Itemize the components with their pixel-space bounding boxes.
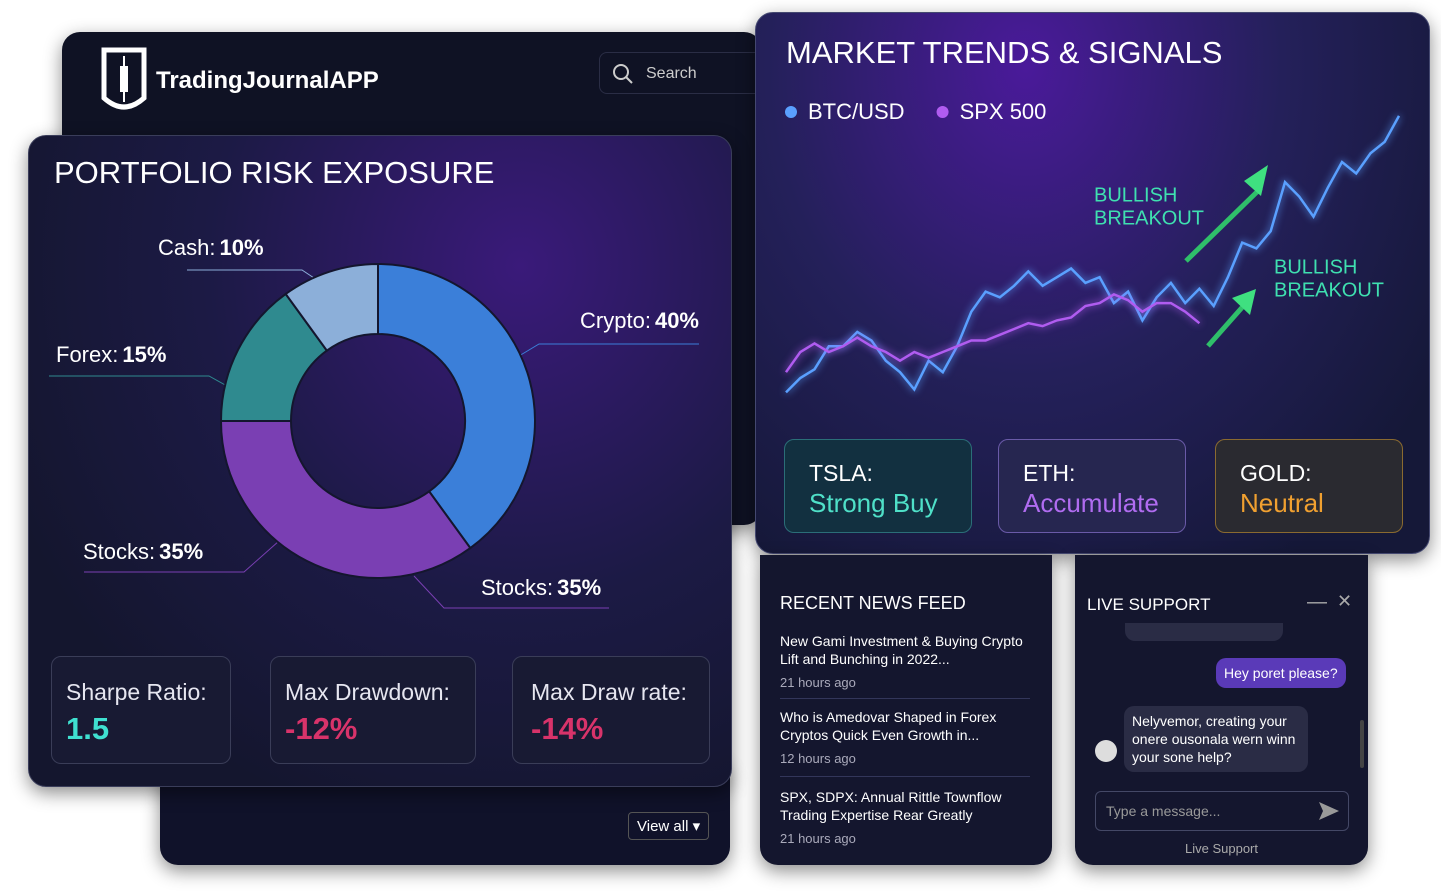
chat-footer: Live Support — [1185, 841, 1258, 856]
minimize-button[interactable]: — — [1307, 591, 1327, 613]
metric-value: -12% — [285, 711, 358, 746]
chart-title: PORTFOLIO RISK EXPOSURE — [54, 155, 494, 190]
metric-card: Sharpe Ratio: 1.5 — [51, 656, 231, 764]
divider — [780, 776, 1030, 777]
signal-card: GOLD: Neutral — [1215, 439, 1403, 533]
view-all-label: View all — [637, 818, 689, 835]
pie-slice — [284, 262, 379, 353]
news-time: 21 hours ago — [780, 675, 856, 690]
slice-value: 15% — [122, 342, 166, 367]
arrow — [1184, 186, 1263, 263]
close-button[interactable]: ✕ — [1337, 591, 1353, 611]
leader-line — [49, 375, 228, 387]
line-series — [785, 115, 1401, 394]
signal-value: Neutral — [1240, 488, 1324, 518]
message-bubble — [1125, 623, 1283, 641]
signal-value: Strong Buy — [809, 488, 938, 518]
signal-value: Accumulate — [1023, 488, 1159, 518]
chat-card: LIVE SUPPORT — ✕ Hey poret please? Nelyv… — [1075, 555, 1368, 865]
slice-value: 35% — [557, 575, 601, 600]
pie-slice — [377, 262, 536, 550]
slice-value: 40% — [655, 308, 699, 333]
portfolio-card: PORTFOLIO RISK EXPOSURE Crypto: 40% Stocks… — [28, 135, 732, 787]
news-time: 21 hours ago — [780, 831, 856, 846]
news-title: RECENT NEWS FEED — [780, 593, 966, 613]
legend-marker — [785, 106, 797, 118]
slice-label: Cash: 10% — [158, 235, 264, 260]
news-item[interactable]: Who is Amedovar Shaped in Forex Cryptos … — [780, 708, 1030, 768]
signal-ticker: ETH: — [1023, 460, 1076, 486]
legend-label: SPX 500 — [960, 99, 1047, 124]
metric-card: Max Drawdown: -12% — [270, 656, 476, 764]
slice-label: Forex: 15% — [56, 342, 166, 367]
metric-value: 1.5 — [66, 711, 110, 746]
slice-category: Stocks: — [83, 539, 155, 564]
metric-value: -14% — [531, 711, 604, 746]
chat-title: LIVE SUPPORT — [1087, 595, 1211, 614]
leader-line — [84, 540, 280, 573]
pie-chart: PORTFOLIO RISK EXPOSURE Crypto: 40% Stocks… — [49, 155, 699, 609]
message-input[interactable]: Type a message... — [1095, 791, 1349, 831]
slice-value: 35% — [159, 539, 203, 564]
annotation: BREAKOUT — [1274, 279, 1384, 301]
legend-marker — [936, 106, 949, 118]
slice-category: Crypto: — [580, 308, 651, 333]
arrow — [1232, 289, 1256, 315]
annotation: BULLISH — [1094, 184, 1177, 206]
arrow — [1244, 165, 1268, 196]
metric-label: Max Draw rate: — [531, 679, 687, 705]
leader-line — [187, 269, 315, 279]
pie-slice — [219, 420, 472, 579]
signal-ticker: TSLA: — [809, 460, 873, 486]
app-title: TradingJournalAPP — [156, 67, 379, 94]
divider — [780, 698, 1030, 699]
news-headline: SPX, SDPX: Annual Rittle Townflow Tradin… — [780, 789, 1002, 823]
news-item[interactable]: SPX, SDPX: Annual Rittle Townflow Tradin… — [780, 788, 1030, 848]
slice-category: Forex: — [56, 342, 118, 367]
leader-line — [413, 575, 609, 609]
chart-title: MARKET TRENDS & SIGNALS — [786, 35, 1222, 70]
signal-card: ETH: Accumulate — [998, 439, 1186, 533]
metric-label: Max Drawdown: — [285, 679, 450, 705]
annotation: BULLISH — [1274, 256, 1357, 278]
slice-category: Stocks: — [481, 575, 553, 600]
metric-card: Max Draw rate: -14% — [512, 656, 710, 764]
slice-value: 10% — [219, 235, 263, 260]
send-icon[interactable] — [1318, 801, 1340, 821]
slice-label: Stocks: 35% — [83, 539, 203, 564]
input-placeholder: Type a message... — [1106, 803, 1221, 819]
avatar — [1095, 740, 1117, 762]
news-time: 12 hours ago — [780, 751, 856, 766]
slice-label: Stocks: 35% — [481, 575, 601, 600]
search-icon — [613, 64, 633, 84]
news-item[interactable]: New Gami Investment & Buying Crypto Lift… — [780, 632, 1030, 692]
news-headline: New Gami Investment & Buying Crypto Lift… — [780, 633, 1023, 667]
news-card: RECENT NEWS FEED New Gami Investment & B… — [760, 555, 1052, 865]
line-chart: MARKET TRENDS & SIGNALS BTC/USD SPX 500 BU… — [784, 35, 1401, 394]
leader-line — [518, 343, 699, 357]
legend-label: BTC/USD — [808, 99, 905, 124]
search-box[interactable]: Search — [599, 52, 762, 94]
signal-card: TSLA: Strong Buy — [784, 439, 972, 533]
view-all-button[interactable]: View all ▾ — [628, 812, 710, 840]
arrow — [1206, 301, 1248, 348]
search-placeholder: Search — [646, 65, 697, 82]
annotation: BREAKOUT — [1094, 207, 1204, 229]
scrollbar — [1360, 720, 1364, 768]
news-headline: Who is Amedovar Shaped in Forex Cryptos … — [780, 709, 997, 743]
logo — [101, 47, 147, 110]
metric-label: Sharpe Ratio: — [66, 679, 207, 705]
slice-label: Crypto: 40% — [580, 308, 699, 333]
slice-category: Cash: — [158, 235, 215, 260]
line-series — [784, 293, 1201, 373]
signal-ticker: GOLD: — [1240, 460, 1312, 486]
market-card: MARKET TRENDS & SIGNALS BTC/USD SPX 500 BU… — [755, 12, 1430, 554]
message-bubble: Hey poret please? — [1216, 658, 1346, 688]
message-bubble: Nelyvemor, creating your onere ousonala … — [1124, 706, 1308, 772]
